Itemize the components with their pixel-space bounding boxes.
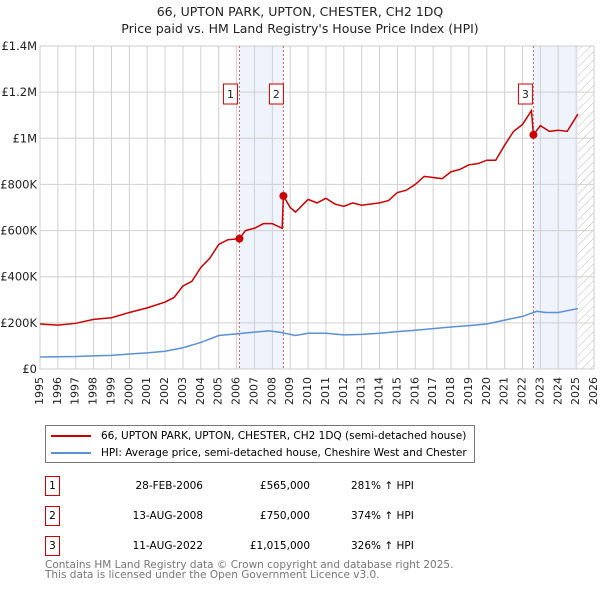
x-tick-label: 2018 [444, 377, 457, 405]
sale-row: 2 13-AUG-2008 £750,000 374% ↑ HPI [45, 506, 465, 527]
sale-price: £1,015,000 [249, 540, 310, 552]
sale-price: £565,000 [259, 480, 310, 492]
sale-hpi: 374% ↑ HPI [351, 510, 414, 522]
y-tick-label: £600K [0, 224, 37, 238]
x-tick-label: 1997 [69, 377, 82, 405]
sale-label: 2 [273, 88, 280, 101]
x-tick-label: 1998 [87, 377, 100, 405]
x-tick-label: 2007 [247, 377, 260, 405]
footer-line2: This data is licensed under the Open Gov… [45, 569, 380, 581]
sale-date: 13-AUG-2008 [132, 510, 203, 522]
x-tick-label: 2014 [373, 377, 386, 405]
x-tick-label: 2021 [498, 377, 511, 405]
forecast-hatch [577, 46, 594, 369]
sale-date: 28-FEB-2006 [135, 480, 203, 492]
footer: Contains HM Land Registry data © Crown c… [45, 559, 454, 581]
sale-point [235, 234, 244, 243]
sale-label-box [517, 83, 533, 105]
x-tick-label: 2015 [390, 377, 403, 405]
series-line-hpi [39, 307, 579, 358]
sale-row: 1 28-FEB-2006 £565,000 281% ↑ HPI [45, 476, 465, 497]
x-tick-label: 2020 [480, 377, 493, 405]
sale-point [279, 191, 288, 200]
sale-point [529, 130, 538, 139]
legend-swatch-property [51, 435, 91, 437]
x-tick-label: 1996 [51, 377, 64, 405]
y-tick-label: £1.4M [1, 39, 37, 53]
sale-number: 2 [45, 506, 60, 526]
legend-swatch-hpi [51, 452, 91, 454]
sale-number: 3 [45, 536, 60, 556]
x-tick-label: 2011 [319, 377, 332, 405]
footer-line1: Contains HM Land Registry data © Crown c… [45, 559, 454, 571]
x-tick-label: 2016 [408, 377, 421, 405]
x-tick-label: 2017 [426, 377, 439, 405]
legend: 66, UPTON PARK, UPTON, CHESTER, CH2 1DQ … [45, 425, 475, 463]
y-tick-label: £0 [22, 362, 37, 376]
x-tick-label: 1995 [33, 377, 46, 405]
x-tick-label: 2024 [551, 377, 564, 405]
chart-title: 66, UPTON PARK, UPTON, CHESTER, CH2 1DQ [156, 4, 444, 19]
plot-frame [39, 45, 595, 370]
sale-label-box [222, 83, 238, 105]
sale-label-box [268, 83, 284, 105]
legend-label-hpi: HPI: Average price, semi-detached house,… [101, 447, 467, 459]
legend-label-property: 66, UPTON PARK, UPTON, CHESTER, CH2 1DQ … [101, 430, 467, 442]
x-tick-label: 2023 [533, 377, 546, 405]
sale-number: 1 [45, 476, 60, 496]
x-tick-label: 2000 [122, 377, 135, 405]
x-tick-label: 2019 [462, 377, 475, 405]
chart-subtitle: Price paid vs. HM Land Registry's House … [121, 21, 479, 36]
x-tick-label: 2026 [587, 377, 600, 405]
y-tick-label: £1M [12, 131, 37, 145]
y-tick-label: £1.2M [1, 85, 37, 99]
x-tick-label: 2025 [569, 377, 582, 405]
x-tick-label: 2010 [301, 377, 314, 405]
x-tick-label: 2022 [516, 377, 529, 405]
y-tick-label: £400K [0, 270, 37, 284]
sale-price: £750,000 [259, 510, 310, 522]
x-tick-label: 2013 [355, 377, 368, 405]
x-tick-label: 2006 [230, 377, 243, 405]
x-tick-label: 2012 [337, 377, 350, 405]
x-tick-label: 1999 [104, 377, 117, 405]
x-tick-label: 2008 [265, 377, 278, 405]
sale-hpi: 281% ↑ HPI [351, 480, 414, 492]
sale-hpi: 326% ↑ HPI [351, 540, 414, 552]
x-tick-label: 2001 [140, 377, 153, 405]
x-tick-label: 2004 [194, 377, 207, 405]
y-tick-label: £200K [0, 316, 37, 330]
sale-row: 3 11-AUG-2022 £1,015,000 326% ↑ HPI [45, 536, 465, 557]
x-tick-label: 2009 [283, 377, 296, 405]
x-tick-label: 2002 [158, 377, 171, 405]
x-tick-label: 2003 [176, 377, 189, 405]
plot-area: 1995 1996 1997 1998 1999 2000 2001 2002 2003 2004… [0, 39, 600, 405]
x-tick-label: 2005 [212, 377, 225, 405]
sale-date: 11-AUG-2022 [132, 540, 203, 552]
sale-label: 1 [227, 88, 234, 101]
sale-label: 3 [522, 88, 529, 101]
y-tick-label: £800K [0, 177, 37, 191]
series-line-property [39, 108, 579, 326]
